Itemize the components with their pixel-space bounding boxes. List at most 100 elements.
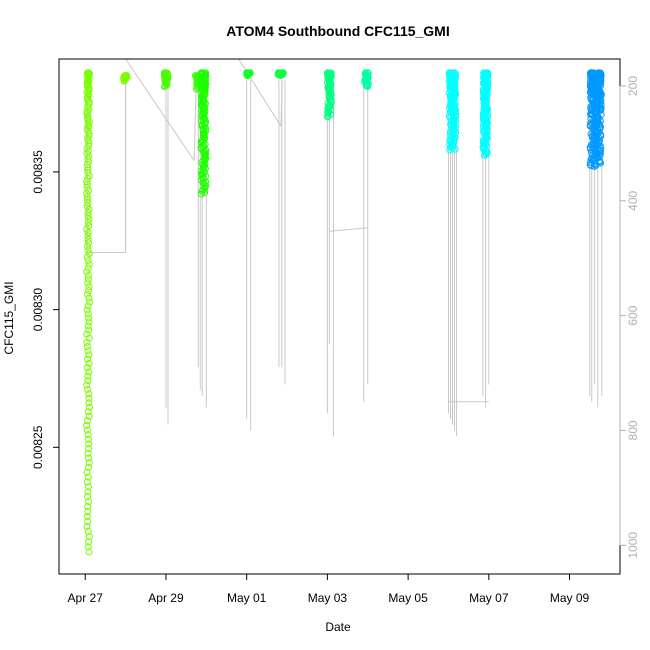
data-point bbox=[482, 150, 490, 158]
data-point bbox=[85, 538, 93, 546]
data-point bbox=[84, 503, 92, 510]
data-point bbox=[121, 76, 129, 84]
series-9 bbox=[445, 69, 460, 154]
data-point bbox=[85, 403, 93, 411]
y2-tick-label-2: 600 bbox=[626, 305, 640, 325]
y2-tick-label-4: 1000 bbox=[626, 532, 640, 559]
data-point bbox=[83, 343, 91, 350]
data-point bbox=[84, 235, 92, 243]
data-point bbox=[85, 548, 93, 556]
data-point bbox=[84, 488, 92, 496]
data-point bbox=[84, 377, 92, 385]
series-7 bbox=[323, 69, 335, 121]
connector-line-5 bbox=[280, 80, 283, 127]
data-point bbox=[83, 421, 91, 429]
data-point bbox=[85, 249, 93, 257]
data-point bbox=[84, 385, 92, 393]
data-point bbox=[83, 225, 91, 233]
y-tick-label-1: 0.00830 bbox=[31, 288, 45, 332]
data-point bbox=[84, 229, 92, 237]
data-point bbox=[85, 286, 93, 294]
data-point bbox=[85, 91, 93, 99]
data-point bbox=[85, 394, 93, 402]
x-tick-label-4: May 05 bbox=[388, 591, 428, 605]
x-tick-label-2: May 01 bbox=[227, 591, 267, 605]
data-point bbox=[85, 314, 93, 322]
data-point bbox=[83, 253, 91, 261]
data-point bbox=[587, 162, 595, 170]
data-point bbox=[85, 368, 93, 376]
y-tick-label-2: 0.00835 bbox=[31, 150, 45, 194]
x-tick-label-1: Apr 29 bbox=[148, 591, 184, 605]
y2-tick-label-1: 400 bbox=[626, 190, 640, 210]
x-tick-label-0: Apr 27 bbox=[68, 591, 104, 605]
data-point bbox=[84, 493, 92, 501]
data-point bbox=[364, 83, 372, 91]
data-point bbox=[85, 283, 93, 291]
data-point bbox=[84, 264, 92, 272]
data-point bbox=[83, 468, 91, 476]
data-point bbox=[84, 199, 92, 207]
data-point bbox=[84, 209, 92, 217]
data-point bbox=[84, 528, 92, 536]
data-point bbox=[590, 162, 598, 170]
data-point bbox=[84, 218, 92, 226]
data-point bbox=[84, 372, 92, 380]
data-point bbox=[83, 338, 91, 346]
x-axis: Apr 27 Apr 29 May 01 May 03 May 05 May 07 May … bbox=[68, 573, 590, 605]
data-point bbox=[197, 167, 205, 175]
data-point bbox=[84, 275, 92, 283]
y2-tick-label-3: 800 bbox=[626, 420, 640, 440]
data-point bbox=[85, 222, 93, 230]
y2-tick-label-0: 200 bbox=[626, 76, 640, 96]
data-point bbox=[84, 322, 92, 330]
data-point bbox=[201, 189, 209, 197]
data-point bbox=[84, 435, 92, 443]
data-point bbox=[85, 412, 93, 420]
data-point bbox=[120, 77, 128, 85]
data-point bbox=[85, 351, 93, 359]
data-point bbox=[84, 355, 92, 363]
connector-line-4 bbox=[238, 58, 282, 127]
x-tick-label-3: May 03 bbox=[308, 591, 348, 605]
data-point bbox=[84, 271, 92, 279]
data-point bbox=[84, 232, 92, 240]
data-point bbox=[197, 190, 205, 198]
series-4 bbox=[197, 69, 210, 198]
y-tick-label-0: 0.00825 bbox=[31, 425, 45, 469]
series-8 bbox=[361, 69, 372, 91]
connector-line-6 bbox=[329, 227, 368, 232]
data-point bbox=[200, 128, 208, 136]
data-point bbox=[85, 483, 93, 491]
y2-axis: 200 400 600 800 1000 bbox=[619, 76, 640, 559]
data-point bbox=[84, 96, 92, 104]
data-point bbox=[84, 417, 92, 425]
data-point bbox=[85, 498, 93, 506]
series-6 bbox=[274, 69, 287, 80]
series-0 bbox=[83, 69, 93, 556]
data-point bbox=[363, 80, 371, 88]
data-point bbox=[85, 239, 93, 247]
data-point bbox=[84, 112, 92, 120]
data-point bbox=[83, 426, 91, 434]
data-point bbox=[85, 459, 93, 467]
data-point bbox=[85, 390, 93, 398]
data-point bbox=[84, 507, 92, 515]
data-point bbox=[201, 115, 209, 123]
connector-line-2 bbox=[125, 58, 195, 161]
data-point bbox=[160, 83, 168, 91]
data-point bbox=[84, 473, 92, 481]
data-point bbox=[83, 306, 91, 314]
plot-frame bbox=[58, 58, 621, 575]
x-tick-label-6: May 09 bbox=[550, 591, 590, 605]
data-point bbox=[362, 82, 370, 90]
data-point bbox=[85, 359, 93, 367]
data-point bbox=[83, 364, 91, 372]
data-point bbox=[84, 257, 92, 265]
data-point bbox=[277, 72, 285, 80]
data-point bbox=[84, 408, 92, 416]
data-point bbox=[85, 130, 93, 138]
data-point bbox=[84, 449, 92, 457]
profile-lines bbox=[85, 58, 603, 437]
data-point bbox=[85, 533, 93, 541]
